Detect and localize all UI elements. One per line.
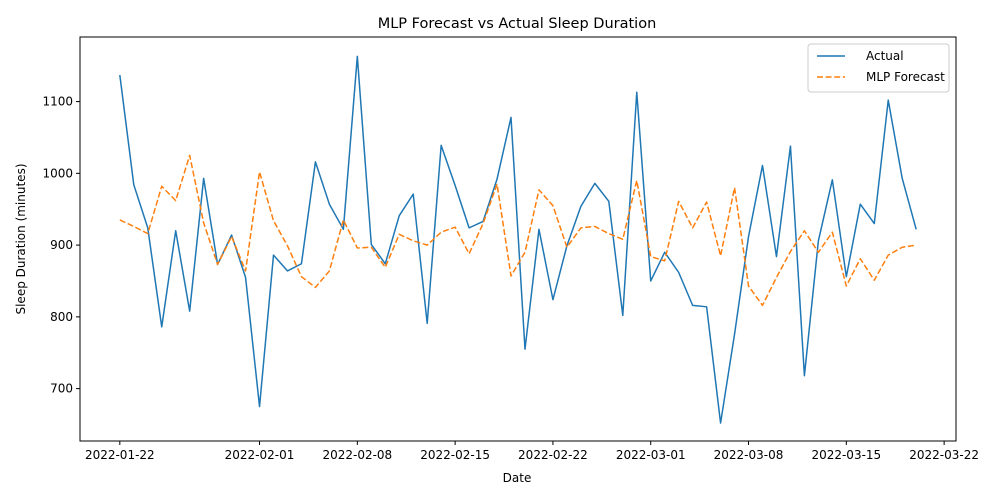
x-tick-label: 2022-02-01 (225, 448, 295, 462)
x-tick-label: 2022-01-22 (85, 448, 155, 462)
plot-frame (79, 36, 957, 442)
y-axis-title: Sleep Duration (minutes) (14, 163, 28, 314)
x-tick-label: 2022-02-15 (420, 448, 490, 462)
x-axis-title: Date (503, 471, 532, 485)
legend-label-actual: Actual (866, 49, 904, 63)
y-tick-label: 1000 (42, 166, 73, 180)
x-tick-label: 2022-03-01 (616, 448, 686, 462)
legend-label-mlp-forecast: MLP Forecast (866, 70, 945, 84)
x-tick-label: 2022-03-22 (909, 448, 979, 462)
series-line-actual (119, 55, 917, 424)
y-tick-label: 1100 (42, 95, 73, 109)
legend: Actual MLP Forecast (807, 43, 950, 93)
y-tick-label: 700 (50, 382, 73, 396)
x-tick-label: 2022-03-08 (714, 448, 784, 462)
y-tick-label: 800 (50, 310, 73, 324)
chart-title: MLP Forecast vs Actual Sleep Duration (378, 16, 657, 32)
x-tick-label: 2022-02-22 (518, 448, 588, 462)
x-tick-label: 2022-02-08 (322, 448, 392, 462)
y-axis: 700 800 900 1000 1100 (42, 95, 80, 396)
y-tick-label: 900 (50, 238, 73, 252)
series-layer (119, 55, 917, 424)
x-tick-label: 2022-03-15 (811, 448, 881, 462)
x-axis: 2022-01-22 2022-02-01 2022-02-08 2022-02-15… (85, 441, 979, 462)
series-line-mlp-forecast (119, 154, 917, 307)
